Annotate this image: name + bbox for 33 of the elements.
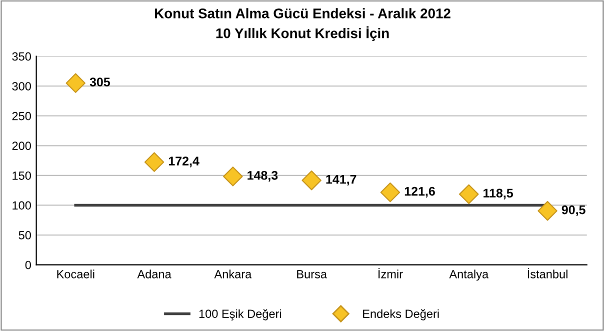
y-tick-label: 350	[12, 52, 31, 61]
data-label: 121,6	[404, 186, 435, 198]
y-tick-label: 200	[12, 142, 31, 150]
chart-subtitle: 10 Yıllık Konut Kredisi İçin	[216, 26, 389, 41]
data-label: 305	[90, 78, 110, 86]
point	[223, 166, 243, 186]
x-tick-label: İstanbul	[528, 268, 568, 278]
y-tick-label: 50	[18, 231, 31, 240]
data-label: 90,5	[562, 205, 586, 216]
x-tick-label: İzmir	[378, 268, 403, 278]
x-tick-label: Ankara	[214, 270, 252, 278]
chart-title: Konut Satın Alma Gücü Endeksi - Aralık 2012	[155, 8, 450, 18]
y-tick-label: 100	[12, 201, 31, 210]
data-label: 118,5	[484, 188, 514, 200]
x-tick-label: Kocaeli	[57, 270, 94, 278]
point	[380, 182, 400, 202]
point	[144, 152, 164, 172]
point	[66, 73, 86, 93]
y-tick-label: 250	[12, 112, 31, 120]
y-tick-label: 300	[12, 82, 31, 90]
point	[538, 201, 558, 221]
legend-label: 100 Eşik Değeri	[199, 309, 282, 320]
data-label: 141,7	[326, 175, 356, 186]
point	[459, 184, 479, 204]
y-tick-label: 0	[25, 260, 31, 270]
point	[302, 170, 322, 190]
data-label: 148,3	[248, 170, 278, 182]
legend-label: Endeks Değeri	[363, 309, 439, 320]
data-label: 172,4	[168, 156, 200, 168]
x-tick-label: Adana	[137, 270, 172, 278]
x-tick-label: Bursa	[297, 270, 327, 278]
y-tick-label: 150	[12, 171, 31, 180]
x-tick-label: Antalya	[449, 270, 489, 281]
